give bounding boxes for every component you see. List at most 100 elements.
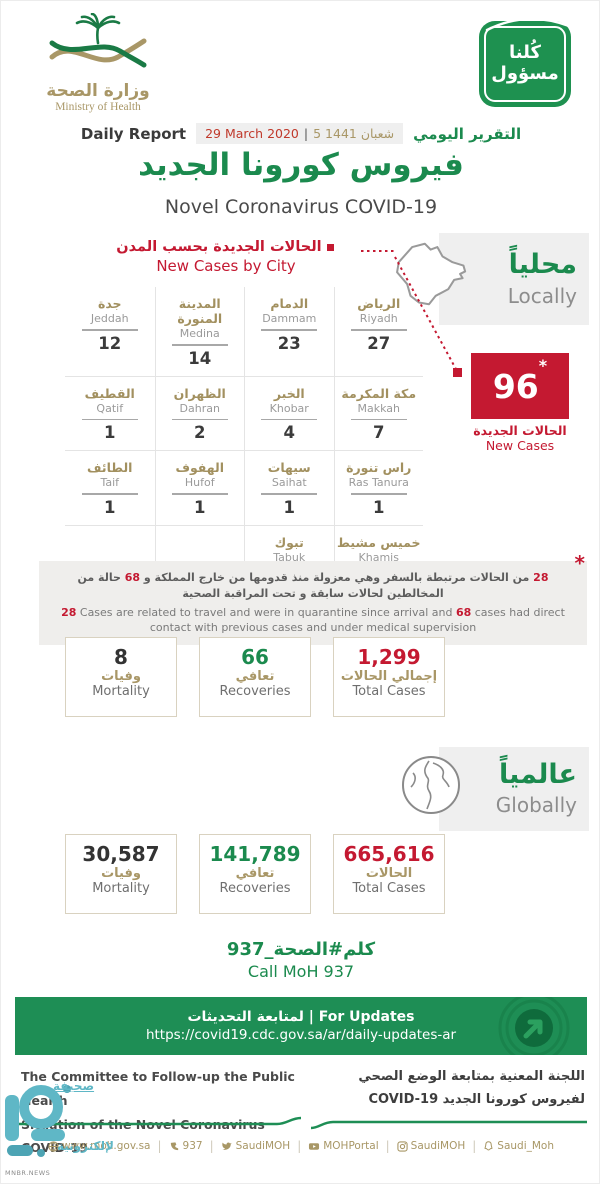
dotted-connector-line [361, 250, 462, 377]
asterisk-marker: * [538, 355, 548, 375]
city-cell-makkah: مكة المكرمة Makkah 7 [333, 376, 424, 450]
watermark-en: MNBR.NEWS [5, 1169, 51, 1177]
local-total-cases-box: 1,299 إجمالي الحالات Total Cases [333, 637, 445, 717]
table-row: مكة المكرمة Makkah 7 الخبر Khobar 4 الظهران D… [65, 376, 424, 451]
new-cases-by-city-header: الحالات الجديدة بحسب المدن New Cases by … [91, 239, 361, 275]
new-cases-label-en: New Cases [485, 438, 555, 453]
date-hijri: 5 شعبان 1441 [313, 126, 395, 141]
city-cell-dahran: الظهران Dahran 2 [154, 376, 245, 450]
city-cell-jeddah: جدة Jeddah 12 [65, 287, 155, 376]
arrow-circle-icon [498, 997, 570, 1055]
global-recoveries-box: 141,789 تعافي Recoveries [199, 834, 311, 914]
new-cases-label-ar: الحالات الجديدة [473, 423, 567, 438]
local-recoveries-box: 66 تعافي Recoveries [199, 637, 311, 717]
footer-website[interactable]: www.moh.gov.sa [48, 1140, 150, 1152]
global-recoveries-value: 141,789 [209, 842, 301, 866]
youtube-icon [309, 1142, 320, 1150]
call-moh-english: Call MoH 937 [247, 962, 355, 981]
table-row: الرياض Riyadh 27 الدمام Dammam 23 المدينة ال… [65, 287, 423, 377]
moh-palm-swords-icon [49, 12, 147, 68]
moh-logo-english: Ministry of Health [55, 101, 141, 113]
green-divider [15, 1116, 587, 1130]
cases-header-en: New Cases by City [156, 257, 296, 275]
city-cell-qatif: القطيف Qatif 1 [65, 377, 155, 451]
footer-youtube[interactable]: MOHPortal [308, 1140, 379, 1152]
badge-line1: كُلنا [509, 42, 541, 64]
footer-instagram[interactable]: SaudiMOH [397, 1140, 465, 1152]
city-cell-saihat: سيهات Saihat 1 [244, 451, 334, 525]
city-cell-ras-tanura: راس تنورة Ras Tanura 1 [333, 451, 424, 525]
call-moh-block: كلم#الصحة_937 Call MoH 937 [1, 939, 599, 981]
snapchat-icon [484, 1140, 493, 1150]
globally-label-ar: عالمياً [499, 759, 577, 790]
footnote-box: * 28 من الحالات مرتبطة بالسفر وهي معزولة… [39, 551, 587, 645]
footnote-asterisk: * [574, 551, 585, 575]
footnote-english: 28 Cases are related to travel and were … [61, 605, 565, 635]
global-total-cases-box: 665,616 الحالات Total Cases [333, 834, 445, 914]
footer-twitter[interactable]: SaudiMOH [221, 1140, 290, 1152]
phone-icon [170, 1141, 178, 1150]
daily-report-en: Daily Report [80, 124, 187, 143]
city-cell-taif: الطائف Taif 1 [65, 451, 155, 525]
banner-title: لمتابعة التحديثات | For Updates [187, 1009, 415, 1025]
report-title-row: Daily Report 29 March 2020 | 5 شعبان 144… [1, 123, 599, 144]
committee-text-arabic: اللجنة المعنية بمتابعة الوضع الصحي لفيرو… [358, 1069, 585, 1108]
red-bullet-icon [326, 243, 334, 251]
footer-separator: | [297, 1139, 302, 1153]
mnbr-watermark: صحيفة لإلكترونية MNBR.NEWS [1, 1073, 121, 1183]
table-row: راس تنورة Ras Tanura 1 سيهات Saihat 1 الهفوف… [65, 451, 423, 526]
locally-label-ar: محلياً [508, 248, 577, 280]
instagram-icon [397, 1140, 408, 1152]
local-mortality-value: 8 [114, 645, 128, 669]
footer-separator: | [157, 1139, 162, 1153]
moh-logo: وزارة الصحة Ministry of Health [23, 12, 173, 113]
globally-section-header: عالمياً Globally [439, 747, 589, 831]
footer-separator: | [472, 1139, 477, 1153]
local-mortality-box: 8 وفيات Mortality [65, 637, 177, 717]
new-cases-value: 96 [492, 366, 539, 406]
date-gregorian: 29 March 2020 [205, 126, 299, 141]
global-mortality-value: 30,587 [82, 842, 160, 866]
badge-line2: مسؤول [491, 63, 559, 84]
watermark-ar-top: صحيفة [53, 1079, 95, 1093]
footer-snapchat[interactable]: Saudi_Moh [483, 1140, 554, 1152]
city-cell-medina: المدينة المنورة Medina 14 [154, 287, 245, 376]
global-mortality-box: 30,587 وفيات Mortality [65, 834, 177, 914]
twitter-icon [221, 1141, 232, 1150]
footer-contact-row: www.moh.gov.sa | 937 | SaudiMOH | MOHPor… [1, 1139, 599, 1153]
local-recoveries-value: 66 [241, 645, 269, 669]
global-total-cases-value: 665,616 [343, 842, 435, 866]
locally-label-en: Locally [507, 283, 577, 308]
banner-url[interactable]: https://covid19.cdc.gov.sa/ar/daily-upda… [145, 1027, 457, 1043]
date-separator: | [303, 126, 309, 141]
kulluna-masool-badge: كُلنا مسؤول [479, 17, 571, 107]
cases-header-ar: الحالات الجديدة بحسب المدن [91, 239, 361, 255]
saudi-arabia-map-icon [396, 242, 467, 306]
updates-banner: لمتابعة التحديثات | For Updates https://… [15, 997, 587, 1055]
page-title-english: Novel Coronavirus COVID-19 [164, 196, 438, 218]
globe-icon [402, 756, 460, 814]
mnbr-logo-icon [5, 1085, 71, 1157]
city-cell-dammam: الدمام Dammam 23 [244, 287, 334, 376]
daily-report-ar: التقرير اليومي [413, 124, 522, 143]
call-moh-hashtag: كلم#الصحة_937 [226, 939, 376, 960]
report-date: 29 March 2020 | 5 شعبان 1441 [196, 123, 404, 144]
footnote-arabic: 28 من الحالات مرتبطة بالسفر وهي معزولة م… [77, 571, 549, 600]
new-cases-labels: الحالات الجديدة New Cases [453, 423, 587, 453]
new-cases-city-table: الرياض Riyadh 27 الدمام Dammam 23 المدينة ال… [65, 287, 423, 612]
footer-separator: | [385, 1139, 390, 1153]
local-total-cases-value: 1,299 [357, 645, 421, 669]
globally-label-en: Globally [495, 793, 577, 817]
city-cell-hufof: الهفوف Hufof 1 [154, 451, 245, 525]
city-cell-riyadh: الرياض Riyadh 27 [333, 287, 424, 376]
page-title-arabic: فيروس كورونا الجديد [138, 147, 464, 183]
locally-section-header: محلياً Locally [439, 233, 589, 325]
moh-logo-arabic: وزارة الصحة [46, 81, 150, 101]
footer-phone[interactable]: 937 [169, 1140, 203, 1152]
globe-icon [48, 1140, 59, 1152]
watermark-ar-bottom: لإلكترونية [57, 1139, 114, 1153]
city-cell-khobar: الخبر Khobar 4 [244, 376, 334, 450]
footer-separator: | [209, 1139, 214, 1153]
new-cases-count-box: 96* [471, 353, 569, 419]
